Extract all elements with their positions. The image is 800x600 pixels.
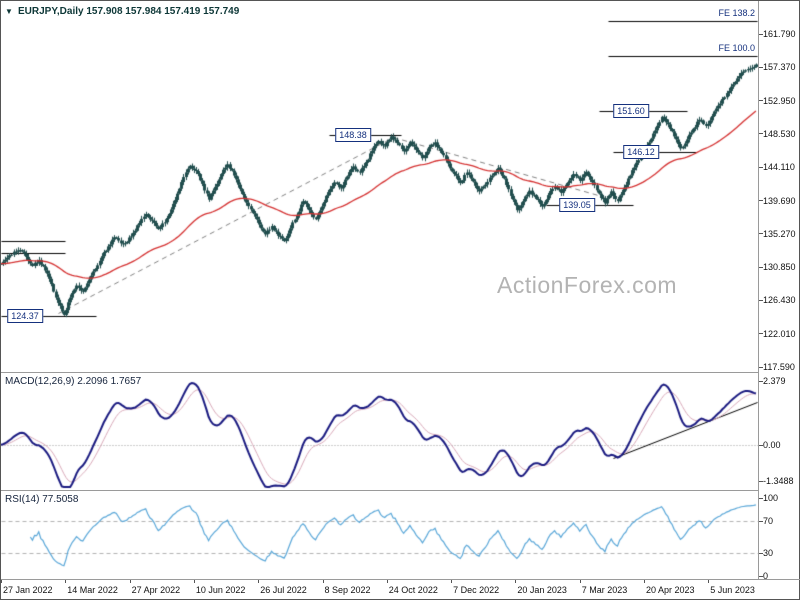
- axis-tick: [759, 133, 763, 135]
- axis-tick: [759, 266, 763, 268]
- axis-tick: [759, 497, 763, 499]
- symbol-title: EURJPY,Daily 157.908 157.984 157.419 157…: [18, 6, 240, 17]
- axis-tick: [759, 380, 763, 382]
- axis-tick: [759, 299, 763, 301]
- rsi-axis-label: 30: [763, 548, 774, 558]
- macd-axis-label: 2.379: [763, 376, 786, 386]
- date-tick: [644, 580, 645, 583]
- fib-extension-label: FE 100.0: [718, 43, 755, 53]
- axis-tick: [759, 480, 763, 482]
- date-label: 27 Jan 2022: [3, 585, 53, 595]
- axis-tick: [759, 333, 763, 335]
- date-tick: [65, 580, 67, 583]
- axis-tick: [759, 166, 763, 168]
- price-axis-label: 135.270: [763, 228, 796, 239]
- date-label: 20 Apr 2023: [646, 585, 695, 595]
- price-level-label: 146.12: [623, 145, 659, 160]
- axis-tick: [759, 552, 763, 554]
- price-axis-label: 130.850: [763, 262, 796, 273]
- date-tick: [258, 580, 260, 583]
- date-tick: [193, 580, 195, 583]
- date-tick: [386, 580, 388, 583]
- price-axis-label: 122.010: [763, 328, 796, 339]
- date-tick: [451, 580, 453, 583]
- price-level-label: 139.05: [559, 198, 595, 213]
- date-label: 14 Mar 2022: [67, 585, 118, 595]
- axis-tick: [759, 33, 763, 35]
- rsi-panel: RSI(14) 77.5058: [1, 490, 758, 579]
- price-chart-canvas[interactable]: [1, 1, 758, 372]
- date-label: 26 Jul 2022: [260, 585, 307, 595]
- macd-panel: MACD(12,26,9) 2.2096 1.7657: [1, 372, 758, 490]
- date-label: 10 Jun 2022: [195, 585, 246, 595]
- macd-title: MACD(12,26,9) 2.2096 1.7657: [5, 376, 142, 387]
- date-label: 20 Jan 2023: [517, 585, 567, 595]
- price-axis: 157.749 161.790157.370152.950148.530144.…: [758, 1, 800, 581]
- macd-chart-canvas[interactable]: [1, 373, 758, 490]
- axis-tick: [759, 66, 763, 68]
- rsi-axis-label: 100: [763, 493, 779, 503]
- price-level-label: 151.60: [613, 103, 649, 118]
- date-label: 24 Oct 2022: [388, 585, 438, 595]
- symbol-icon: ▼: [5, 7, 13, 16]
- axis-tick: [759, 233, 763, 235]
- price-axis-label: 161.790: [763, 29, 796, 39]
- macd-axis-label: -1.3488: [763, 476, 794, 486]
- date-tick: [515, 580, 517, 583]
- axis-tick: [759, 520, 763, 522]
- price-axis-label: 126.430: [763, 295, 796, 306]
- rsi-title: RSI(14) 77.5058: [5, 494, 79, 505]
- price-level-label: 148.38: [335, 128, 371, 143]
- date-tick: [322, 580, 324, 583]
- price-axis-label: 139.690: [763, 195, 796, 206]
- price-axis-label: 144.110: [763, 162, 795, 173]
- macd-axis-label: 0.00: [763, 440, 781, 450]
- axis-tick: [759, 100, 763, 102]
- time-axis: 27 Jan 2022 14 Mar 2022 27 Apr 2022 10 Jun …: [1, 579, 800, 600]
- rsi-axis-label: 0: [763, 571, 769, 581]
- date-label: 7 Mar 2023: [581, 585, 628, 595]
- rsi-chart-canvas[interactable]: [1, 491, 758, 579]
- date-label: 8 Sep 2022: [324, 585, 371, 595]
- date-tick: [1, 580, 2, 583]
- date-label: 7 Dec 2022: [453, 585, 500, 595]
- fib-extension-label: FE 138.2: [718, 8, 755, 18]
- date-label: 27 Apr 2022: [131, 585, 181, 595]
- price-axis-label: 157.370: [763, 62, 796, 73]
- watermark: ActionForex.com: [497, 272, 678, 298]
- price-axis-label: 148.530: [763, 128, 796, 139]
- price-axis-label: 117.590: [763, 362, 795, 372]
- date-tick: [708, 580, 710, 583]
- date-tick: [579, 580, 581, 583]
- date-tick: [129, 580, 131, 583]
- axis-tick: [759, 366, 763, 368]
- price-level-label: 124.37: [7, 308, 43, 323]
- axis-tick: [759, 200, 763, 201]
- axis-tick: [759, 575, 763, 577]
- main-price-panel: ▼ EURJPY,Daily 157.908 157.984 157.419 1…: [1, 1, 758, 372]
- date-label: 5 Jun 2023: [710, 585, 755, 595]
- price-axis-label: 152.950: [763, 95, 796, 106]
- rsi-axis-label: 70: [763, 516, 774, 526]
- axis-tick: [759, 444, 763, 446]
